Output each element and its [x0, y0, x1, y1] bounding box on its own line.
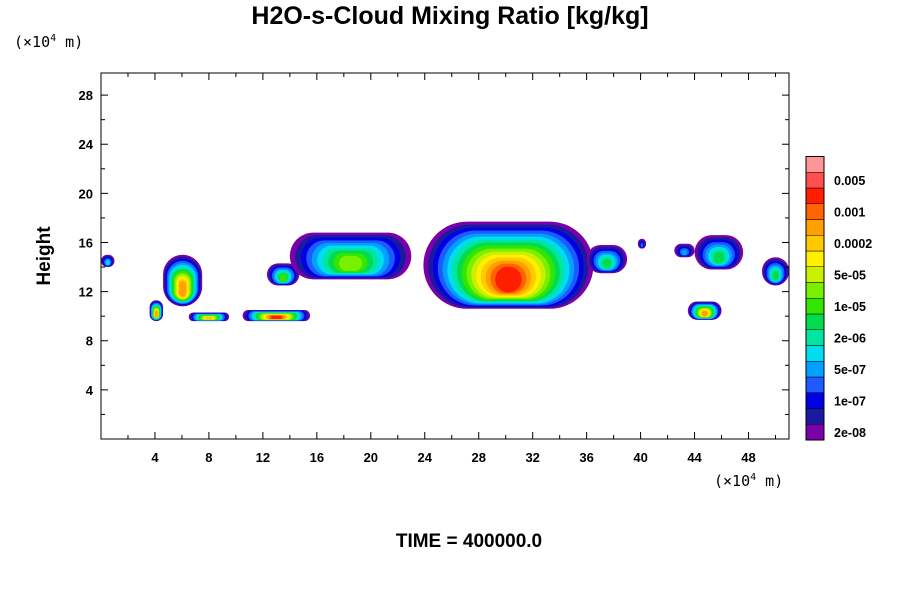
colorbar-swatch	[805, 187, 825, 204]
x-axis: 4 8 12 16 20 24 28 32 36 40 44 48	[127, 73, 777, 465]
x-unit-base: (×10	[714, 472, 751, 490]
y-tick-label: 28	[79, 88, 93, 103]
y-tick-label: 24	[79, 137, 94, 152]
cloud-region	[188, 312, 230, 322]
colorbar-frame	[805, 156, 825, 441]
time-label: TIME = 400000.0	[395, 531, 543, 552]
y-tick-label: 8	[86, 334, 93, 349]
cloud-contour	[602, 258, 612, 269]
y-tick-label: 16	[79, 235, 93, 250]
colorbar-swatch	[805, 408, 825, 425]
colorbar-label: 0.005	[834, 174, 865, 188]
colorbar-label: 0.001	[834, 206, 865, 220]
x-tick-label: 20	[364, 450, 378, 465]
colorbar-swatch	[805, 329, 825, 346]
chart-title: H2O-s-Cloud Mixing Ratio [kg/kg]	[251, 2, 649, 30]
cloud-contour	[205, 316, 213, 320]
cloud-contour	[713, 251, 725, 264]
colorbar-label: 1e-05	[834, 300, 866, 314]
x-tick-label: 32	[525, 450, 539, 465]
colorbar-swatch	[805, 298, 825, 315]
cloud-contour	[106, 260, 110, 266]
colorbar-swatch	[805, 156, 825, 173]
x-tick-label: 36	[579, 450, 593, 465]
plot-frame	[100, 72, 790, 440]
cloud-region	[637, 238, 647, 249]
colorbar-label: 2e-08	[834, 426, 866, 440]
y-tick-label: 20	[79, 186, 93, 201]
cloud-contour	[279, 274, 287, 282]
cloud-region	[762, 257, 789, 286]
cloud-region	[423, 221, 594, 309]
cloud-contour	[640, 242, 644, 248]
colorbar-label: 1e-07	[834, 395, 866, 409]
cloud-region	[586, 244, 628, 274]
colorbar-swatch	[805, 345, 825, 362]
cloud-contour	[155, 310, 158, 318]
cloud-region	[101, 254, 115, 268]
x-tick-label: 28	[471, 450, 485, 465]
y-unit-base: (×10	[14, 33, 51, 51]
cloud-region	[242, 310, 311, 322]
colorbar-swatch	[805, 282, 825, 299]
cloud-region	[289, 232, 412, 280]
x-tick-label: 8	[205, 450, 212, 465]
x-tick-label: 4	[151, 450, 159, 465]
y-axis-label: Height	[34, 226, 55, 286]
cloud-contour	[179, 281, 186, 297]
y-axis-unit: (×104 m)	[14, 33, 83, 51]
cloud-contour	[772, 270, 779, 281]
x-tick-label: 44	[687, 450, 702, 465]
colorbar-swatch	[805, 361, 825, 378]
x-unit-exponent: 4	[750, 472, 757, 483]
y-unit-exponent: 4	[50, 33, 57, 44]
colorbar-swatch	[805, 219, 825, 236]
cloud-contour	[681, 249, 688, 256]
y-axis: 4 8 12 16 20 24 28	[79, 88, 789, 415]
x-tick-label: 40	[633, 450, 647, 465]
colorbar-swatch	[805, 313, 825, 330]
cloud-contour	[701, 310, 708, 317]
cloud-region	[266, 263, 300, 286]
cloud-region	[694, 235, 744, 270]
colorbar-swatch	[805, 392, 825, 409]
x-tick-label: 16	[310, 450, 324, 465]
x-tick-label: 48	[741, 450, 755, 465]
colorbar-swatch	[805, 266, 825, 283]
cloud-region	[674, 243, 695, 258]
x-tick-label: 24	[418, 450, 433, 465]
colorbar-swatch	[805, 235, 825, 252]
colorbar-swatch	[805, 172, 825, 189]
colorbar-swatch	[805, 376, 825, 393]
x-axis-unit: (×104 m)	[714, 472, 783, 490]
colorbar-label: 5e-07	[834, 363, 866, 377]
colorbar: 2e-08 1e-07 5e-07 2e-06 1e-05 5e-05 0.0002 0.00…	[805, 156, 872, 441]
x-tick-label: 12	[256, 450, 270, 465]
cloud-contour	[339, 255, 363, 271]
x-unit-suffix: m)	[756, 472, 784, 490]
cloud-contour	[495, 266, 522, 293]
colorbar-label: 5e-05	[834, 269, 866, 283]
colorbar-swatch	[805, 250, 825, 267]
colorbar-label: 2e-06	[834, 332, 866, 346]
y-tick-label: 4	[86, 383, 94, 398]
cloud-region	[163, 254, 203, 307]
cloud-field	[101, 221, 789, 322]
cloud-region	[149, 300, 164, 322]
colorbar-swatch	[805, 203, 825, 220]
cloud-contour	[271, 315, 282, 320]
colorbar-label: 0.0002	[834, 237, 872, 251]
colorbar-swatch	[805, 424, 825, 441]
y-tick-label: 12	[79, 285, 93, 300]
cloud-region	[687, 301, 722, 320]
y-unit-suffix: m)	[56, 33, 84, 51]
